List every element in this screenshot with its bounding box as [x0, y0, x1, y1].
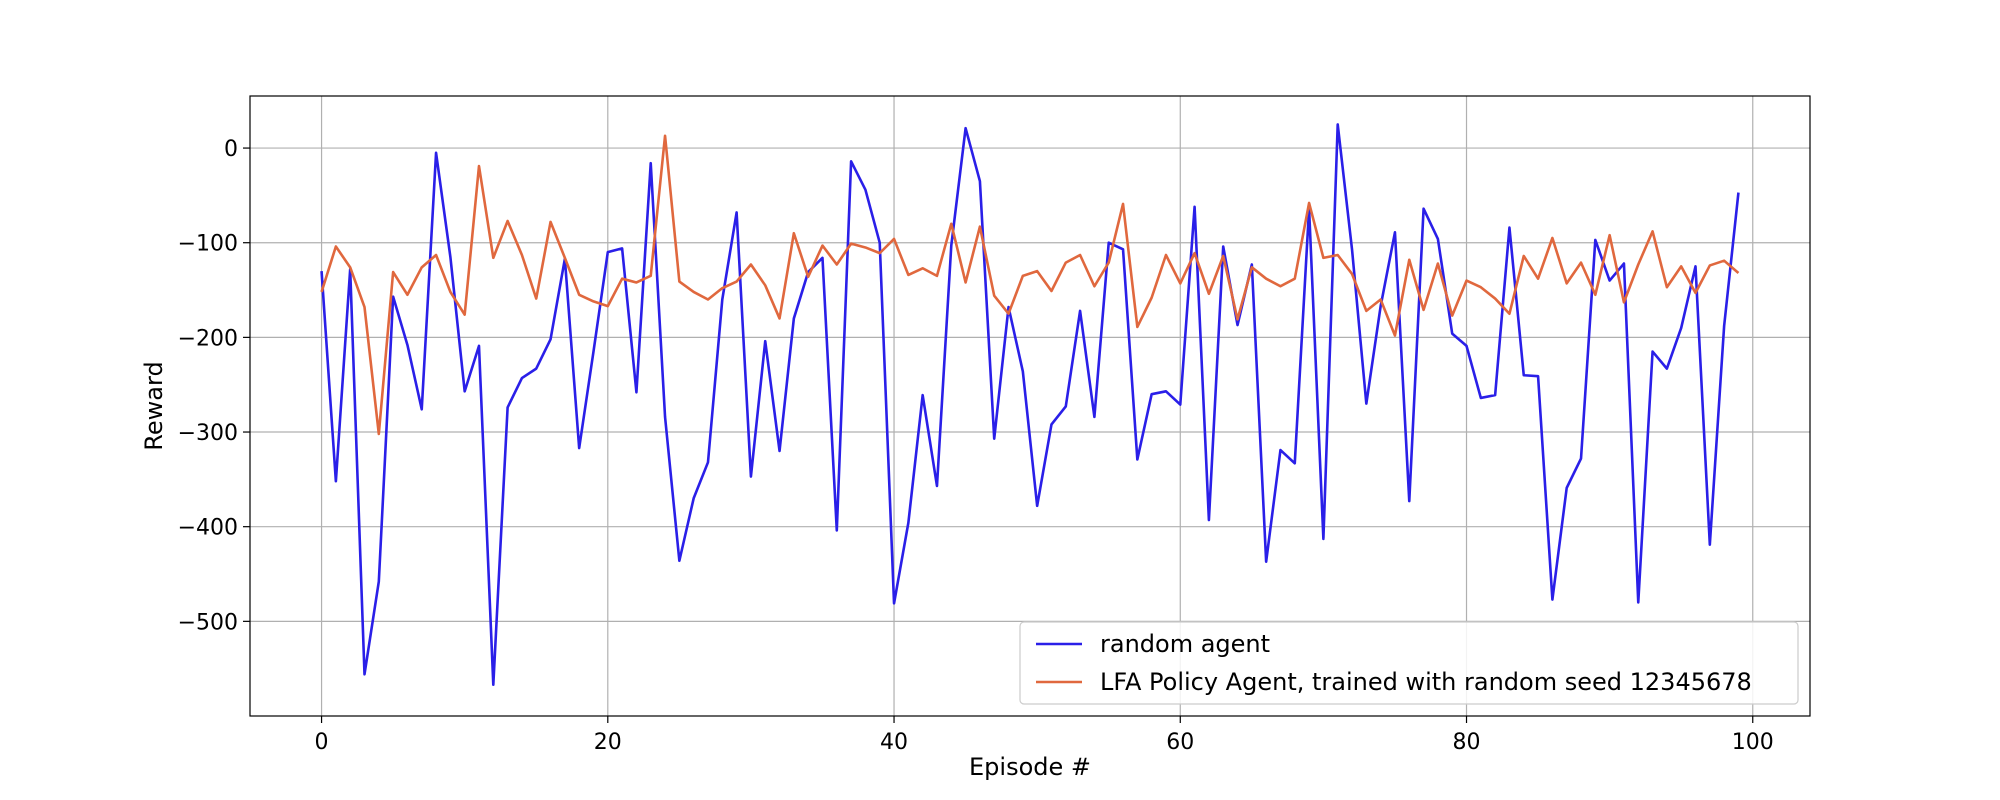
series-line-1 [320, 123, 1740, 687]
x-tick-label: 40 [880, 730, 908, 755]
plot-frame [249, 95, 1811, 717]
y-tick-label: −400 [178, 516, 238, 541]
x-tick-label: 20 [594, 730, 622, 755]
legend-label: random agent [1100, 630, 1270, 658]
legend-box [1019, 621, 1799, 705]
x-axis-label: Episode # [969, 753, 1091, 781]
y-axis-label: Reward [140, 361, 168, 450]
y-tick-label: −100 [178, 232, 238, 257]
axis-ticks: 0 20 40 60 80 100 0 −100 −200 −300 −400 −500 [178, 137, 1774, 755]
legend: random agent LFA Policy Agent, trained wi… [1019, 621, 1799, 705]
y-tick-label: 0 [224, 137, 238, 162]
x-tick-label: 80 [1453, 730, 1481, 755]
y-tick-label: −500 [178, 610, 238, 635]
grid [250, 96, 1810, 716]
x-tick-label: 100 [1732, 730, 1774, 755]
series-line-2 [320, 134, 1740, 436]
x-tick-label: 0 [315, 730, 329, 755]
legend-label: LFA Policy Agent, trained with random se… [1100, 668, 1752, 696]
y-tick-label: −200 [178, 326, 238, 351]
series-lines [320, 123, 1740, 687]
y-tick-label: −300 [178, 421, 238, 446]
x-tick-label: 60 [1166, 730, 1194, 755]
